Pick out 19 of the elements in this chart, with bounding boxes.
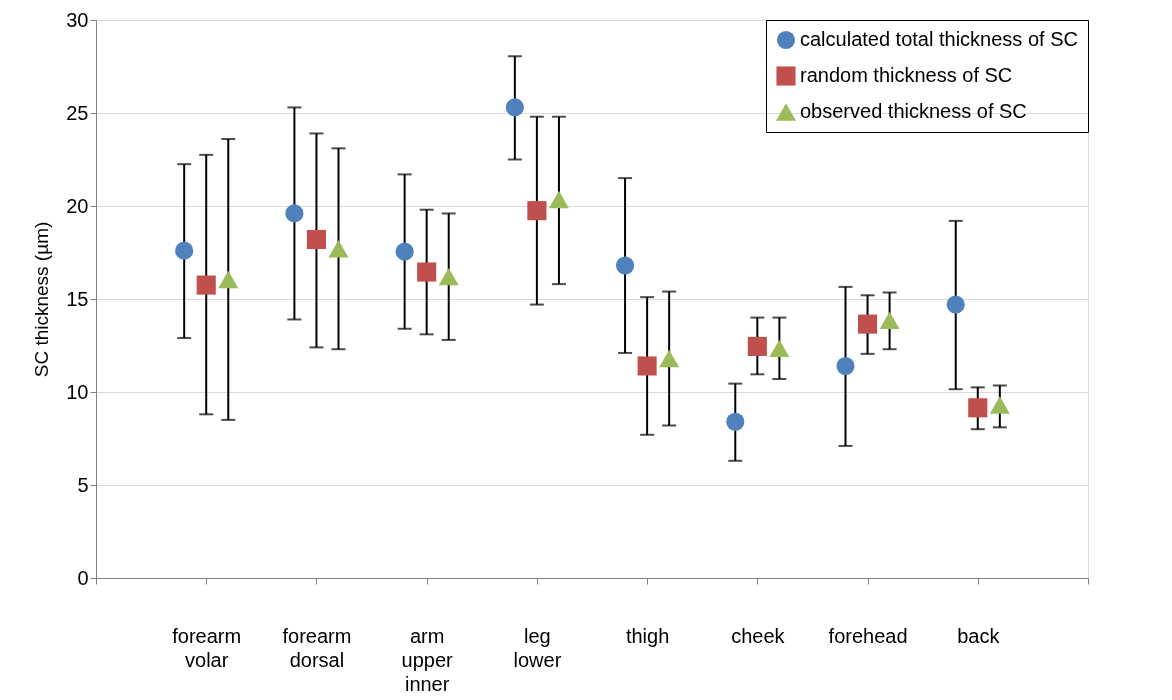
- x-tick-label: forehead: [828, 624, 908, 647]
- x-tick-label: back: [957, 624, 1001, 647]
- x-tick-label: thigh: [625, 624, 670, 647]
- legend-label: calculated total thickness of SC: [800, 28, 1078, 50]
- y-tick-label: 25: [66, 101, 89, 124]
- x-tick-label: arm upper inner: [401, 624, 454, 695]
- y-tick-label: 10: [66, 380, 89, 403]
- y-tick-label: 30: [66, 8, 89, 31]
- x-tick-label: forearm dorsal: [282, 624, 352, 671]
- legend-label: observed thickness of SC: [800, 100, 1027, 122]
- y-tick-label: 15: [66, 287, 89, 310]
- x-tick-label: forearm volar: [172, 624, 242, 671]
- y-tick-label: 0: [77, 566, 89, 589]
- x-tick-label: cheek: [731, 624, 786, 647]
- legend-label: random thickness of SC: [800, 64, 1013, 86]
- x-tick-label: leg lower: [513, 624, 562, 671]
- y-axis-title: SC thickness (µm): [31, 221, 53, 378]
- y-tick-label: 5: [77, 473, 89, 496]
- y-tick-label: 20: [66, 194, 89, 217]
